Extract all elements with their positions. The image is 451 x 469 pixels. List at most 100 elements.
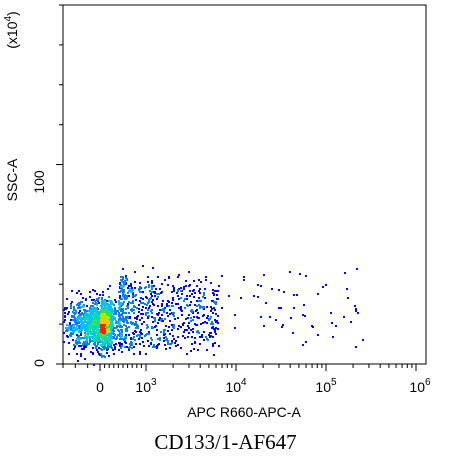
data-point	[96, 339, 98, 341]
data-point	[157, 296, 159, 298]
data-point	[121, 345, 123, 347]
data-point	[98, 318, 100, 320]
data-point	[86, 344, 88, 346]
data-point	[128, 312, 130, 314]
data-point	[130, 283, 132, 285]
data-point	[127, 305, 129, 307]
data-point	[173, 338, 175, 340]
data-point	[157, 338, 159, 340]
data-point	[167, 340, 169, 342]
data-point	[130, 302, 132, 304]
data-point	[86, 305, 88, 307]
data-point	[173, 324, 175, 326]
data-point	[210, 306, 212, 308]
data-point	[132, 300, 134, 302]
x-tick-label-1e3: 103	[135, 377, 157, 395]
data-point	[82, 343, 84, 345]
data-point	[81, 312, 83, 314]
data-point	[135, 323, 137, 325]
data-point	[121, 334, 123, 336]
data-point	[69, 322, 71, 324]
data-point	[107, 347, 109, 349]
data-point	[152, 321, 154, 323]
data-point	[102, 291, 104, 293]
data-point	[283, 291, 285, 293]
data-point	[186, 329, 188, 331]
data-point	[130, 285, 132, 287]
data-point	[155, 325, 157, 327]
data-point	[106, 352, 108, 354]
data-point	[120, 329, 122, 331]
data-point	[159, 288, 161, 290]
data-point	[299, 273, 301, 275]
data-point	[188, 322, 190, 324]
data-point	[102, 342, 104, 344]
data-point	[212, 312, 214, 314]
data-point	[234, 314, 236, 316]
data-point	[94, 318, 96, 320]
data-point	[185, 318, 187, 320]
data-point	[167, 315, 169, 317]
data-point	[106, 334, 108, 336]
data-point	[141, 317, 143, 319]
data-point	[113, 353, 115, 355]
data-point	[94, 303, 96, 305]
data-point	[123, 324, 125, 326]
data-point	[103, 300, 105, 302]
data-point	[96, 329, 98, 331]
data-point	[173, 288, 175, 290]
data-point	[94, 300, 96, 302]
data-point	[218, 285, 220, 287]
data-point	[122, 291, 124, 293]
data-point	[146, 304, 148, 306]
data-point	[94, 337, 96, 339]
data-point	[108, 355, 110, 357]
data-point	[200, 281, 202, 283]
data-point	[203, 292, 205, 294]
data-point	[78, 345, 80, 347]
data-point	[85, 314, 87, 316]
data-point	[101, 355, 103, 357]
data-point	[196, 324, 198, 326]
data-point	[280, 307, 282, 309]
data-point	[198, 279, 200, 281]
data-point	[173, 326, 175, 328]
data-point	[137, 315, 139, 317]
data-point	[343, 316, 345, 318]
data-point	[78, 305, 80, 307]
data-point	[125, 312, 127, 314]
data-point	[153, 344, 155, 346]
data-point	[303, 304, 305, 306]
data-point	[151, 301, 153, 303]
data-point	[159, 339, 161, 341]
data-point	[164, 344, 166, 346]
data-point	[139, 286, 141, 288]
data-point	[122, 303, 124, 305]
data-point	[116, 336, 118, 338]
data-point	[151, 280, 153, 282]
data-point	[271, 288, 273, 290]
data-point	[157, 276, 159, 278]
data-point	[156, 298, 158, 300]
data-point	[132, 338, 134, 340]
data-point	[73, 327, 75, 329]
data-point	[172, 299, 174, 301]
data-point	[97, 325, 99, 327]
data-point	[296, 294, 298, 296]
data-point	[70, 332, 72, 334]
data-point	[196, 285, 198, 287]
data-point	[125, 334, 127, 336]
data-point	[158, 312, 160, 314]
data-point	[129, 317, 131, 319]
data-point	[101, 324, 103, 326]
data-point	[147, 309, 149, 311]
data-point	[199, 292, 201, 294]
data-point	[110, 323, 112, 325]
data-point	[147, 340, 149, 342]
data-point	[85, 333, 87, 335]
data-point	[186, 298, 188, 300]
x-axis-title: APC R660-APC-A	[187, 404, 301, 420]
data-point	[203, 339, 205, 341]
data-point	[171, 329, 173, 331]
